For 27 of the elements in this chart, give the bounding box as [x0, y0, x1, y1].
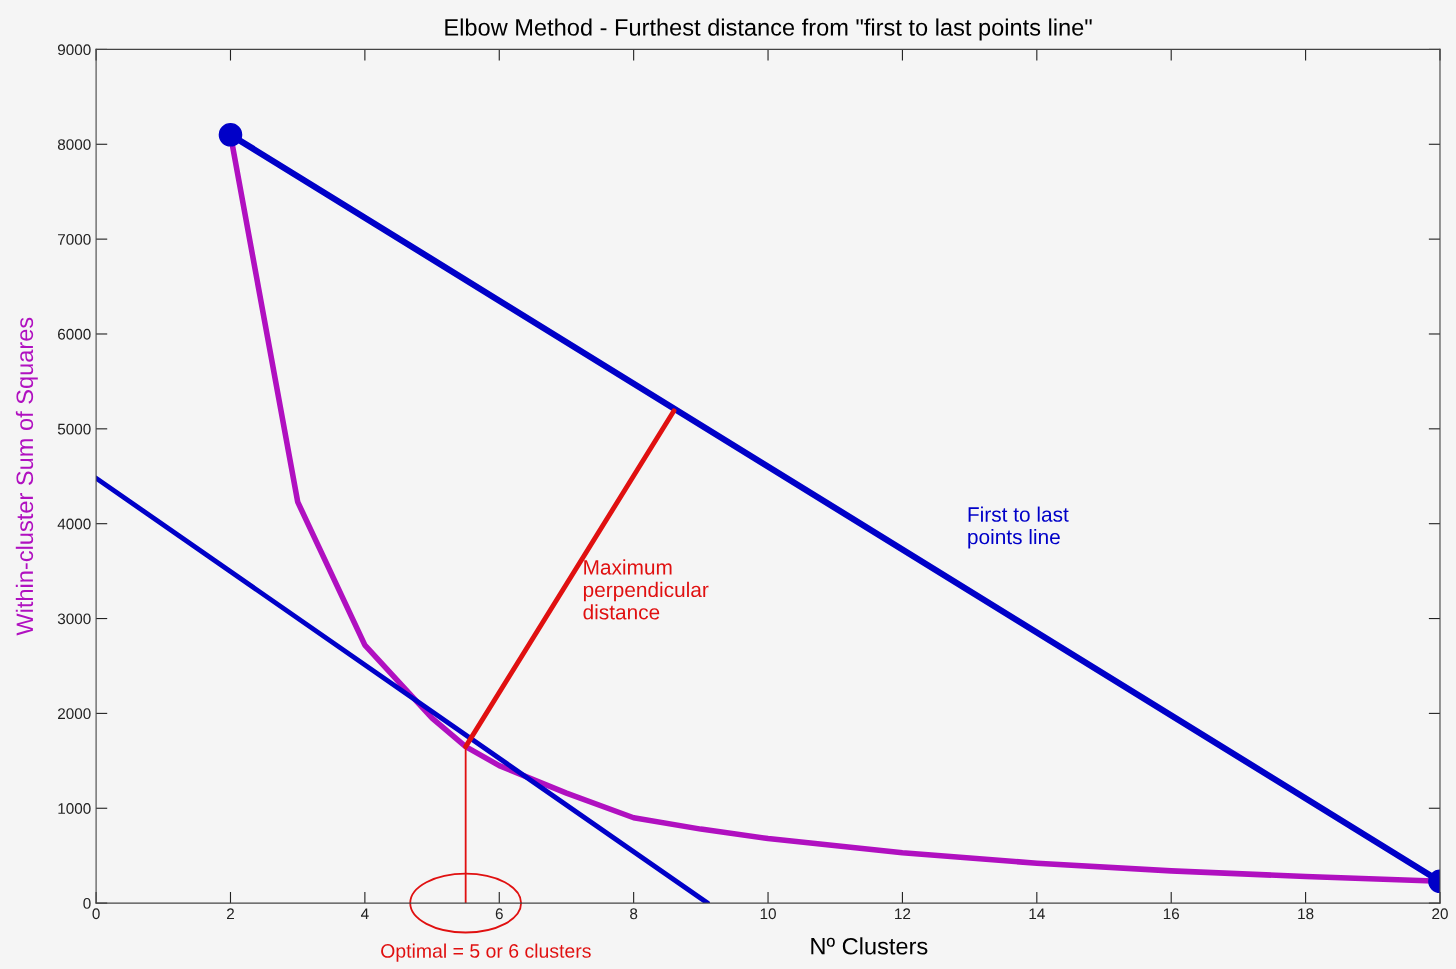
y-axis-title: Within-cluster Sum of Squares	[15, 317, 38, 636]
y-tick-label: 1000	[58, 803, 91, 814]
x-tick-label: 16	[1163, 908, 1180, 920]
y-tick-label: 2000	[58, 708, 91, 720]
chart-title: Elbow Method - Furthest distance from "first to last points line"	[445, 18, 1092, 41]
annotation: First to last points line	[968, 506, 1069, 549]
x-tick-label: 10	[760, 908, 776, 920]
x-tick-label: 8	[630, 908, 638, 920]
y-tick-label: 0	[83, 897, 91, 909]
x-tick-label: 20	[1432, 908, 1448, 920]
annotation: Maximum perpendicular distance	[583, 559, 709, 620]
y-tick-label: 8000	[57, 139, 91, 150]
x-tick-label: 4	[360, 908, 369, 920]
y-tick-label: 3000	[57, 613, 91, 625]
x-tick-label: 6	[495, 908, 503, 920]
x-tick-label: 0	[92, 908, 100, 920]
text: Optimal = 5 or 6 clusters	[381, 943, 591, 962]
x-tick-label: 14	[1029, 908, 1045, 920]
x-tick-label: 2	[227, 908, 234, 920]
y-tick-label: 6000	[58, 328, 91, 340]
y-tick-label: 4000	[57, 518, 91, 530]
y-tick-label: 9000	[57, 44, 91, 56]
x-tick-label: 12	[895, 908, 911, 920]
x-tick-label: 18	[1298, 908, 1314, 920]
y-tick-label: 7000	[58, 234, 91, 245]
y-tick-label: 5000	[57, 423, 91, 435]
x-axis-title: Nº Clusters	[811, 937, 928, 955]
